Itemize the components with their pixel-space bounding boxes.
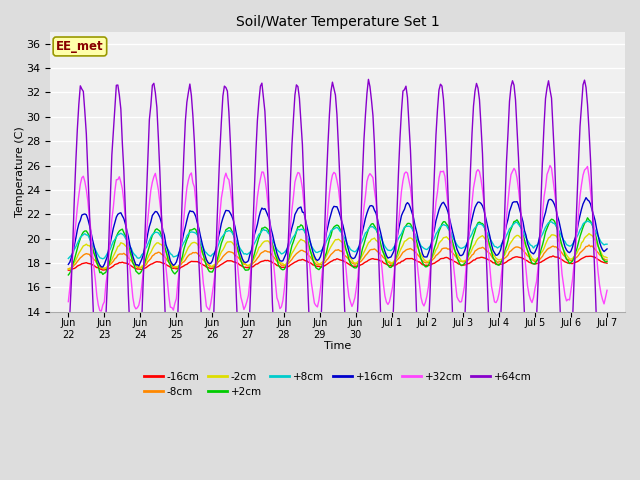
Title: Soil/Water Temperature Set 1: Soil/Water Temperature Set 1 (236, 15, 440, 29)
Text: EE_met: EE_met (56, 40, 104, 53)
Legend: -16cm, -8cm, -2cm, +2cm, +8cm, +16cm, +32cm, +64cm: -16cm, -8cm, -2cm, +2cm, +8cm, +16cm, +3… (140, 367, 536, 401)
Y-axis label: Temperature (C): Temperature (C) (15, 126, 25, 217)
X-axis label: Time: Time (324, 341, 351, 351)
